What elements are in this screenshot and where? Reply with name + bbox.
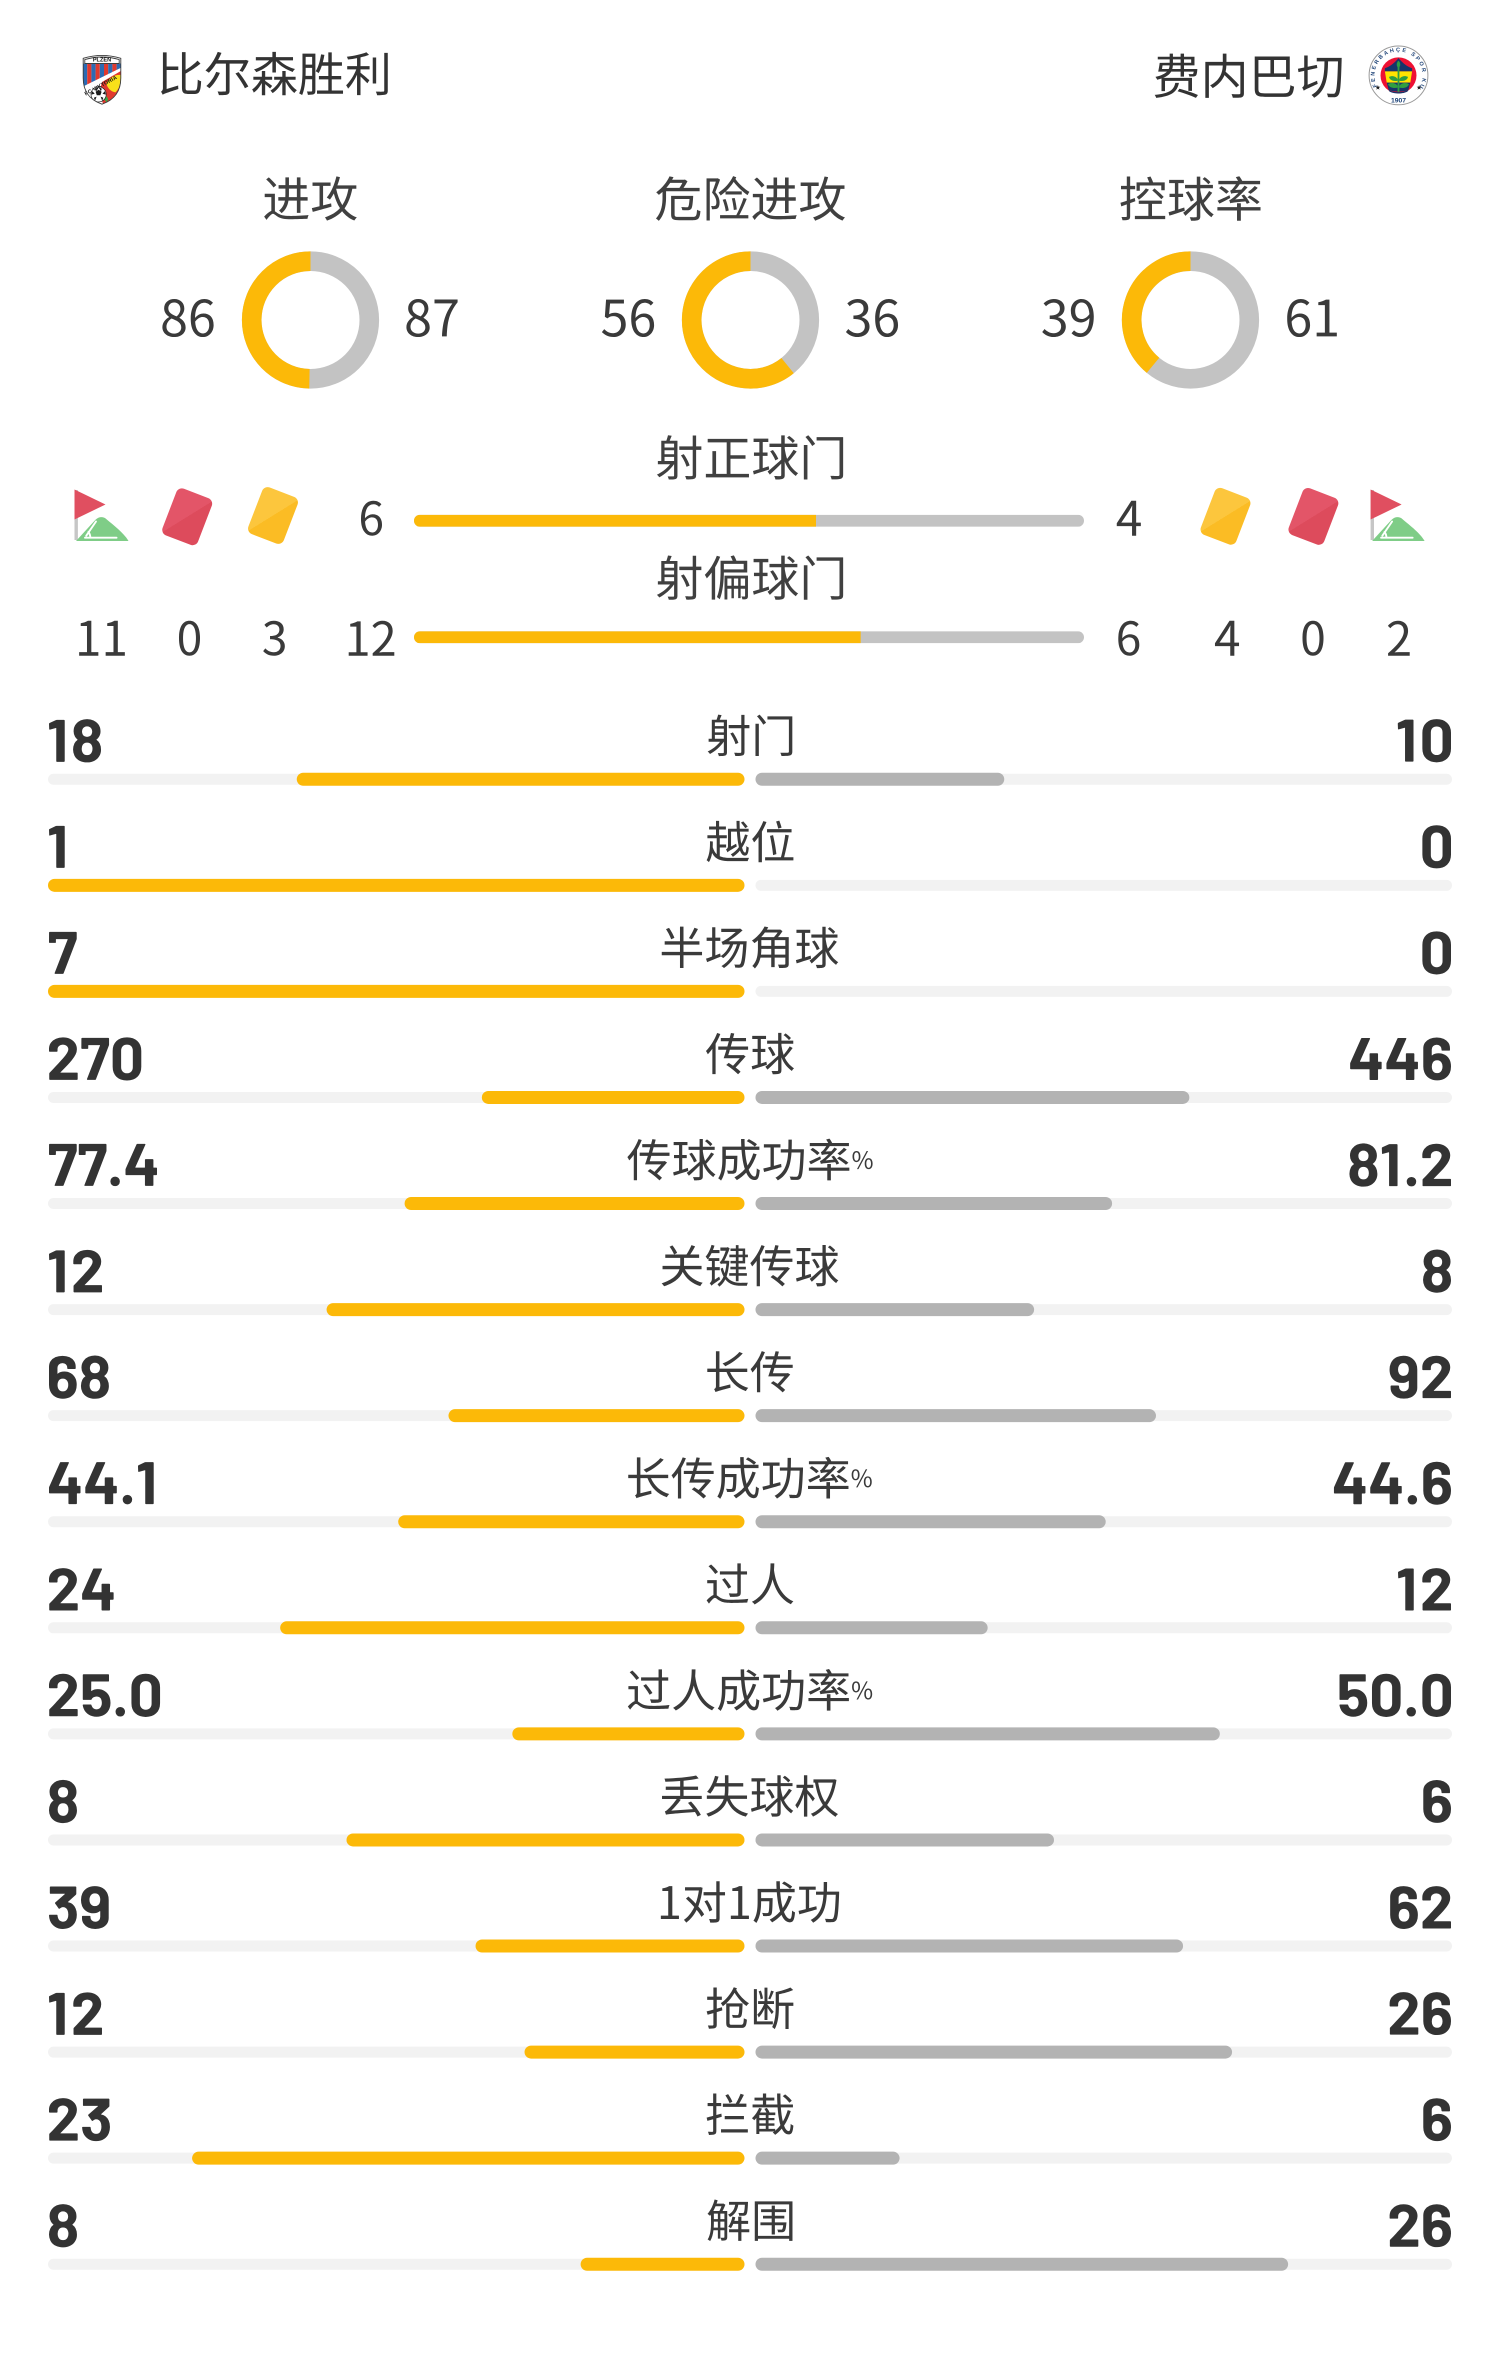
svg-text:1907: 1907 [1391,98,1406,105]
svg-text:PLZEN: PLZEN [93,58,111,64]
